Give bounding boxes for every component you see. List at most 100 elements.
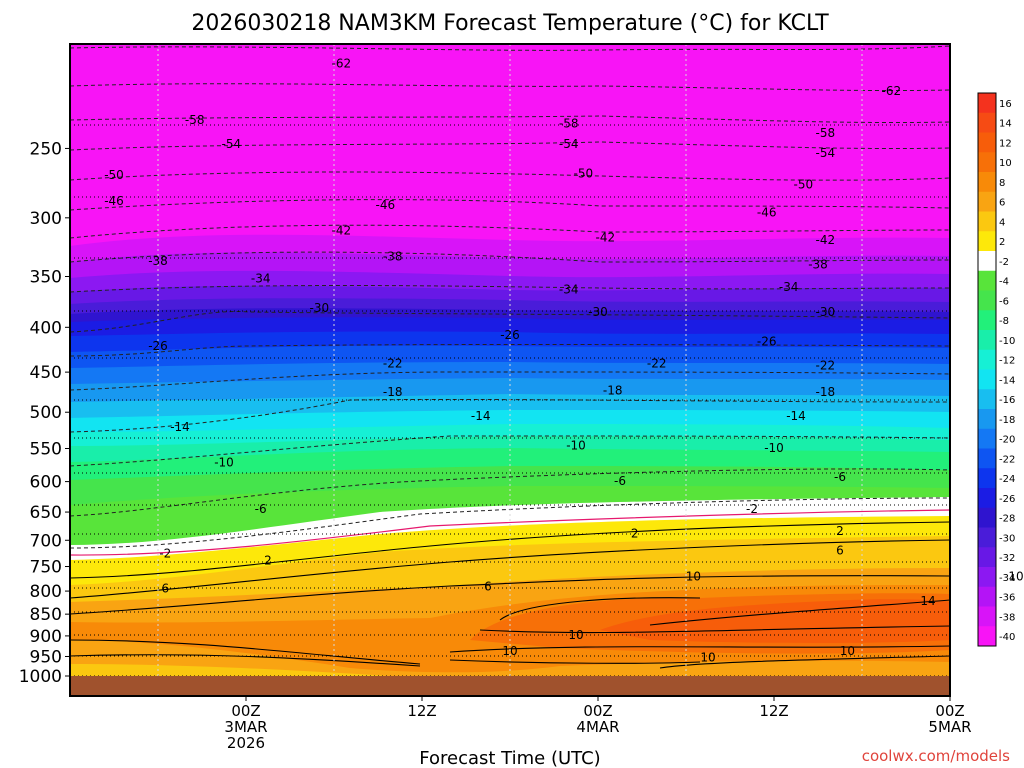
contour-label: -34 [559,282,579,296]
colorbar-swatch [978,507,996,528]
contour-label: -54 [222,137,242,151]
contour-label: 6 [484,579,492,593]
x-tick-label: 00Z [231,702,260,720]
colorbar: 16 14 12 10 8 6 4 2 -2 -4 -6 -8 -10 -12 -14 -16 -18 -20 -2… [977,92,1015,647]
colorbar-label: -12 [999,356,1015,367]
colorbar-swatch [978,270,996,291]
contour-label: -38 [808,257,828,271]
y-tick-label: 900 [30,627,62,647]
colorbar-label: -20 [999,435,1015,446]
contour-label: -14 [471,409,491,423]
colorbar-swatch [978,448,996,469]
colorbar-label: -10 [999,336,1015,347]
credit-text[interactable]: coolwx.com/models [862,747,1010,765]
colorbar-label: -28 [999,514,1015,525]
contour-label: 10 [1008,570,1023,584]
contour-label: 14 [920,594,935,608]
colorbar-swatch [978,389,996,410]
contour-label: -54 [816,146,836,160]
contour-label: -22 [383,357,403,371]
colorbar-label: -6 [999,296,1009,307]
plot-frame [69,43,951,697]
colorbar-swatch [978,567,996,588]
colorbar-swatch [978,251,996,272]
y-tick-label: 850 [30,605,62,625]
colorbar-label: -32 [999,553,1015,564]
y-tick-label: 250 [30,139,62,159]
colorbar-swatch [978,231,996,252]
contour-label: -14 [786,409,806,423]
contour-label: 10 [686,570,701,584]
contour-label: 2 [631,527,639,541]
colorbar-label: 10 [999,158,1012,169]
contour-label: 6 [162,582,170,596]
colorbar-label: -38 [999,612,1015,623]
contour-label: -2 [159,547,171,561]
contour-label: -42 [332,223,352,237]
colorbar-label: -16 [999,395,1015,406]
colorbar-label: -8 [999,316,1009,327]
contour-label: -38 [383,249,403,263]
y-tick-label: 750 [30,558,62,578]
contour-label: 10 [568,628,583,642]
colorbar-swatch [978,172,996,193]
colorbar-label: -18 [999,415,1015,426]
colorbar-label: -14 [999,375,1015,386]
x-tick-label: 2026 [227,734,265,752]
contour-label: 10 [700,650,715,664]
contour-label: -38 [148,254,168,268]
contour-label: -22 [816,358,836,372]
colorbar-swatch [978,369,996,390]
contour-label: 2 [264,553,272,567]
contour-label: -50 [794,178,814,192]
contour-label: -58 [185,113,205,127]
chart-title: 2026030218 NAM3KM Forecast Temperature (… [191,11,829,36]
contour-label: -58 [559,116,579,130]
y-tick-label: 500 [30,403,62,423]
contour-label: -46 [757,206,777,220]
colorbar-label: 12 [999,138,1012,149]
contour-label: -42 [816,233,836,247]
colorbar-label: 4 [999,217,1005,228]
colorbar-swatch [978,606,996,627]
y-tick-label: 450 [30,363,62,383]
colorbar-swatch [978,112,996,133]
colorbar-swatch [978,409,996,430]
contour-label: -6 [614,474,626,488]
colorbar-label: 16 [999,99,1012,110]
contour-labels: -62-62-58 -58-58-54 -54-54-50 -50-50-46 -46-… [104,57,1023,665]
contour-label: -50 [104,168,124,182]
colorbar-label: 6 [999,198,1005,209]
contour-label: -10 [566,439,586,453]
contour-label: -6 [834,470,846,484]
temperature-field [70,44,950,696]
contour-label: -2 [746,502,758,516]
time-gridlines [157,44,863,696]
contour-label: -54 [559,137,579,151]
colorbar-label: -26 [999,494,1015,505]
y-tick-label: 1000 [19,667,62,687]
colorbar-frame [977,92,997,647]
contour-label: -30 [588,305,608,319]
colorbar-swatch [978,349,996,370]
y-tick-label: 400 [30,318,62,338]
x-tick-label: 4MAR [576,718,619,736]
contour-label: 2 [836,524,844,538]
contour-label: 10 [502,644,517,658]
colorbar-swatch [978,330,996,351]
contour-label: -46 [104,194,124,208]
colorbar-label: -24 [999,474,1015,485]
colorbar-label: -30 [999,533,1015,544]
contour-label: -18 [816,385,836,399]
contour-label: -10 [764,441,784,455]
colorbar-label: -40 [999,632,1015,643]
x-tick-label: 3MAR [224,718,267,736]
colorbar-label: -22 [999,454,1015,465]
below-ground-mask [70,676,950,696]
x-axis-label: Forecast Time (UTC) [419,748,600,768]
colorbar-swatch [978,310,996,331]
colorbar-swatch [978,547,996,568]
colorbar-swatch [978,290,996,311]
x-tick-label: 12Z [759,702,788,720]
